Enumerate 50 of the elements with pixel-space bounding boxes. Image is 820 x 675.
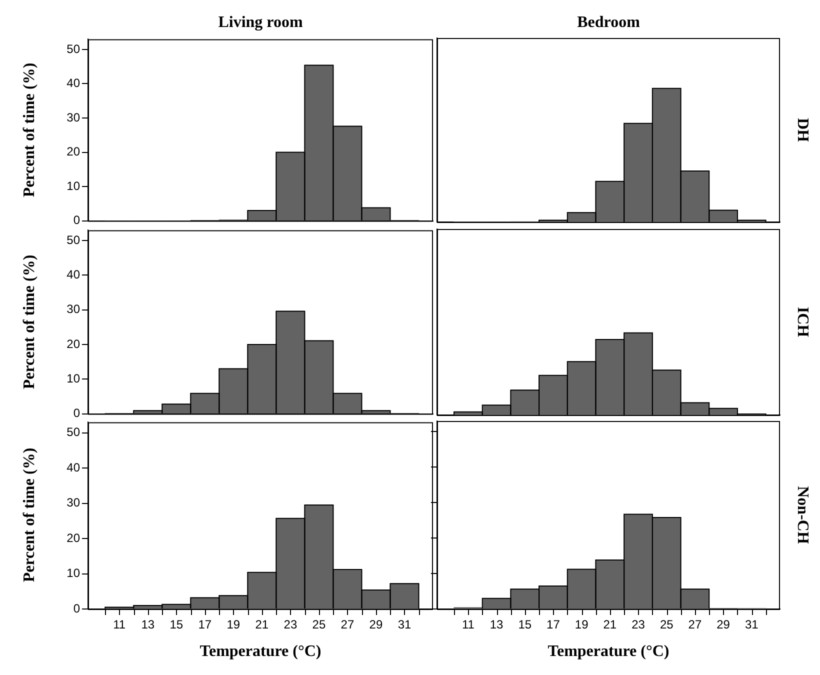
x-tick-label: 25 [660,618,674,632]
y-tick-label: 10 [66,566,80,580]
chart-title: Living room [218,14,303,32]
text: DH [793,118,811,142]
x-tick-label: 19 [574,618,589,632]
x-tick-label: 27 [688,618,702,632]
text: Non-CH [793,486,811,544]
x-tick-label: 17 [546,618,560,632]
x-tick-label: 21 [603,618,617,632]
y-tick-label: 30 [66,302,80,316]
y-tick-label: 20 [66,530,80,545]
x-tick-label: 31 [744,618,759,632]
x-tick-label: 13 [141,618,155,632]
y-tick-label: 50 [66,232,80,247]
y-tick-label: 30 [66,110,80,124]
x-tick-label: 13 [490,618,504,632]
y-axis-title: Percent of time (%) [21,254,39,392]
x-tick-label: 25 [312,618,326,632]
chart-title: Bedroom [577,14,640,32]
x-tick-label: 29 [369,618,383,632]
x-tick-label: 23 [632,618,646,632]
x-tick-label: 23 [284,618,298,632]
y-tick-label: 10 [66,371,80,386]
x-tick-label: 31 [398,618,412,632]
y-tick-label: 20 [66,144,80,159]
y-tick-label: 50 [66,425,80,440]
x-tick-label: 15 [518,618,532,632]
x-tick-label: 11 [113,618,126,632]
y-tick-label: 40 [66,268,80,282]
x-tick-label: 27 [340,618,354,632]
x-tick-label: 15 [170,618,184,632]
x-tick-label: 17 [198,618,212,632]
x-tick-label: 11 [462,618,475,632]
y-tick-label: 50 [66,42,80,56]
y-tick-label: 20 [66,336,80,351]
x-tick-label: 19 [226,618,240,632]
y-tick-label: 0 [73,601,80,616]
y-tick-label: 30 [66,496,80,510]
y-axis-title: Percent of time (%) [21,446,39,584]
y-tick-label: 0 [73,213,80,228]
x-tick-label: 29 [716,618,730,632]
y-tick-label: 0 [73,406,80,420]
y-tick-label: 40 [66,460,80,474]
text: ICH [793,306,811,338]
x-axis-title: Temperature (°C) [200,643,322,661]
x-tick-label: 21 [255,618,269,632]
y-tick-label: 40 [66,76,80,90]
y-axis-title: Percent of time (%) [21,62,39,200]
y-tick-label: 10 [66,178,80,193]
x-axis-title: Temperature (°C) [548,643,670,661]
